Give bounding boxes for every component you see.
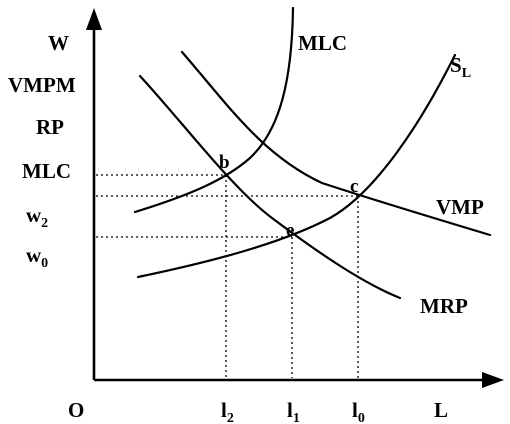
- x-label-l1: l1: [287, 398, 300, 424]
- x-label-L: L: [434, 398, 448, 422]
- supply-curve-label: SL: [450, 53, 471, 81]
- y-label-w2: w2: [26, 203, 48, 231]
- supply-curve: [136, 53, 457, 279]
- mrp-curve: [138, 74, 402, 300]
- point-e-label: e: [286, 220, 294, 241]
- x-label-l2: l2: [221, 398, 234, 424]
- x-axis-arrowhead: [482, 372, 504, 388]
- vmp-curve-label: VMP: [436, 195, 484, 219]
- guide-lines: [96, 174, 359, 378]
- mlc-curve: [133, 6, 295, 214]
- y-axis-labels: W VMPM RP MLC w2 w0: [8, 31, 76, 271]
- point-b-label: b: [219, 152, 230, 173]
- curve-labels: MLC SL VMP MRP: [298, 31, 484, 318]
- x-axis-labels: O l2 l1 l0 L: [68, 398, 448, 424]
- point-labels: b c e: [219, 152, 358, 241]
- y-label-w: W: [48, 31, 69, 55]
- mrp-curve-label: MRP: [420, 294, 468, 318]
- y-label-w0: w0: [26, 243, 48, 271]
- axes: [86, 8, 504, 388]
- vmp-curve: [180, 50, 492, 237]
- y-label-vmpm: VMPM: [8, 73, 76, 97]
- y-label-rp: RP: [36, 115, 64, 139]
- point-c-label: c: [350, 176, 358, 197]
- mlc-curve-label: MLC: [298, 31, 347, 55]
- x-label-origin: O: [68, 398, 84, 422]
- y-label-mlc: MLC: [22, 159, 71, 183]
- y-axis-arrowhead: [86, 8, 102, 30]
- x-label-l0: l0: [352, 398, 365, 424]
